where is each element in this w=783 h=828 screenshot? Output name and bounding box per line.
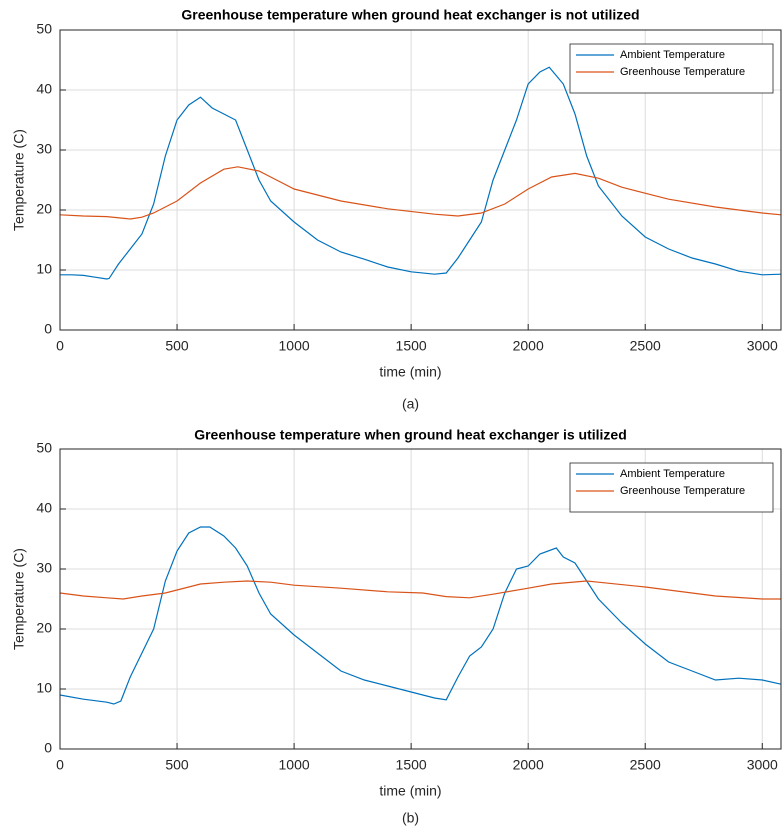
y-tick-label: 50 [36,440,52,456]
x-tick-label: 2500 [630,757,661,773]
legend-label: Ambient Temperature [620,49,725,61]
y-tick-label: 40 [36,500,52,516]
x-axis-label: time (min) [379,783,441,799]
axes-box [59,448,782,750]
data-line [59,526,782,705]
x-tick-label: 500 [165,338,189,354]
data-line [59,580,781,600]
x-tick-label: 3000 [747,338,778,354]
y-axis-label: Temperature (C) [11,129,27,231]
x-tick-label: 0 [56,338,64,354]
y-tick-label: 30 [36,560,52,576]
legend-label: Greenhouse Temperature [620,485,745,497]
caption: (a) [402,396,419,412]
legend-box [569,43,774,94]
y-axis-label: Temperature (C) [11,548,27,650]
x-tick-label: 2000 [513,757,544,773]
y-tick-label: 30 [36,141,52,157]
x-tick-label: 1000 [279,338,310,354]
x-axis-label: time (min) [379,364,441,380]
x-tick-label: 0 [56,757,64,773]
x-tick-label: 3000 [747,757,778,773]
legend-box [569,462,774,513]
chart-title: Greenhouse temperature when ground heat … [181,7,639,23]
y-tick-label: 20 [36,620,52,636]
data-line [60,66,782,280]
y-tick-label: 40 [36,81,52,97]
legend-label: Ambient Temperature [620,468,725,480]
x-tick-label: 1500 [396,338,427,354]
x-tick-label: 1000 [279,757,310,773]
y-tick-label: 50 [36,21,52,37]
caption: (b) [402,810,419,826]
y-tick-label: 0 [44,321,52,337]
x-tick-label: 2500 [630,338,661,354]
data-line [59,166,782,220]
x-tick-label: 2000 [513,338,544,354]
chart-title: Greenhouse temperature when ground heat … [194,427,627,443]
x-tick-label: 1500 [396,757,427,773]
legend-label: Greenhouse Temperature [620,66,745,78]
y-tick-label: 10 [36,680,52,696]
x-tick-label: 500 [165,757,189,773]
y-tick-label: 20 [36,201,52,217]
y-tick-label: 10 [36,261,52,277]
axes-box [59,29,782,331]
y-tick-label: 0 [44,740,52,756]
